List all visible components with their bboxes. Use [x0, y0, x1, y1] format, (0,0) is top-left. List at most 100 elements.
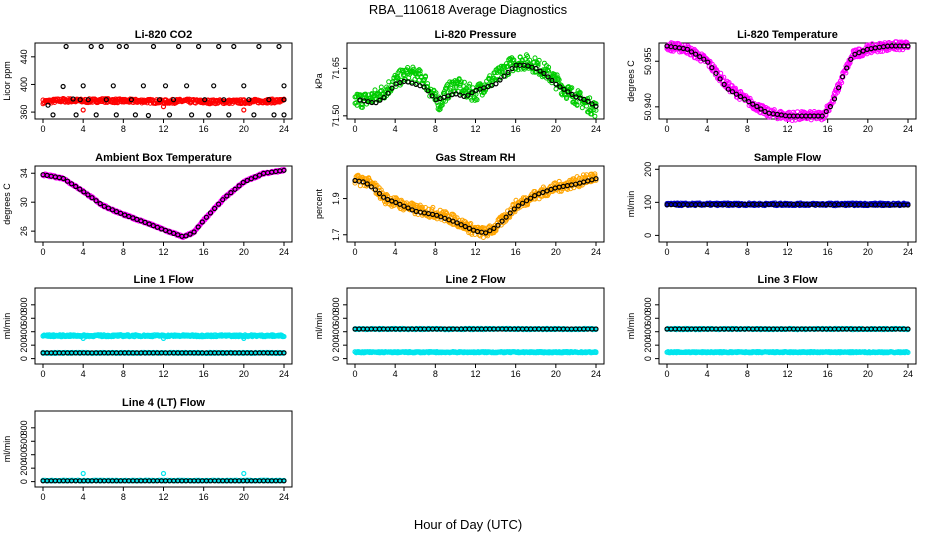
data-point: [593, 176, 599, 182]
data-point: [183, 233, 189, 239]
data-point: [248, 176, 254, 182]
data-point: [232, 186, 238, 192]
y-tick-label: 0: [643, 233, 653, 238]
data-point: [558, 91, 564, 97]
x-tick-label: 24: [279, 369, 289, 379]
x-tick-label: 16: [511, 124, 521, 134]
data-point: [85, 192, 91, 198]
data-point: [216, 201, 222, 207]
data-point: [150, 223, 156, 229]
data-point: [860, 48, 866, 54]
plot-frame: [346, 42, 605, 120]
data-point: [241, 107, 247, 113]
x-tick-label: 4: [393, 124, 398, 134]
data-point: [584, 103, 589, 109]
data-point: [145, 112, 151, 119]
data-point: [231, 43, 237, 50]
data-point: [281, 167, 287, 173]
data-point: [150, 43, 157, 50]
y-tick-label: 100: [643, 195, 653, 210]
y-tick-label: 440: [19, 49, 29, 64]
data-point: [466, 225, 472, 231]
series-individual: [664, 39, 911, 123]
x-tick-label: 16: [511, 247, 521, 257]
data-point: [458, 222, 464, 228]
data-point: [411, 66, 417, 72]
data-point: [515, 203, 522, 209]
data-point: [579, 105, 585, 111]
x-tick-label: 20: [239, 124, 249, 134]
data-point: [377, 97, 383, 103]
y-tick-label: 71.65: [331, 57, 341, 80]
data-point: [256, 43, 262, 50]
data-point: [187, 231, 193, 237]
data-point: [701, 56, 707, 62]
data-point: [160, 335, 167, 341]
x-tick-label: 12: [158, 247, 168, 257]
x-tick-label: 4: [393, 247, 398, 257]
data-point: [60, 83, 66, 90]
x-tick-label: 0: [664, 247, 669, 257]
data-point: [252, 174, 258, 180]
data-point: [425, 88, 431, 94]
x-tick-label: 20: [239, 369, 249, 379]
y-tick-label: 400: [19, 77, 29, 92]
data-point: [564, 96, 569, 101]
data-point: [271, 112, 277, 118]
data-point: [844, 65, 850, 71]
data-point: [162, 83, 169, 89]
data-point: [746, 98, 752, 105]
series-average: [664, 43, 911, 119]
panel-title: Li-820 Pressure: [435, 29, 517, 41]
x-tick-label: 8: [745, 247, 750, 257]
data-point: [454, 220, 460, 226]
data-point: [256, 172, 263, 178]
data-point: [146, 98, 152, 103]
data-point: [81, 189, 87, 195]
x-tick-label: 20: [551, 247, 561, 257]
x-tick-label: 4: [705, 124, 710, 134]
y-tick-label: 34: [19, 168, 29, 178]
data-point: [519, 57, 525, 63]
data-point: [389, 85, 395, 91]
data-point: [741, 96, 748, 102]
data-point: [123, 43, 129, 50]
y-tick-label: 400: [19, 324, 29, 339]
data-point: [212, 205, 218, 212]
data-point: [530, 69, 536, 75]
x-tick-label: 0: [40, 247, 45, 257]
data-point: [553, 86, 559, 92]
data-point: [709, 65, 715, 71]
data-point: [856, 50, 862, 56]
data-point: [191, 229, 197, 235]
data-point: [385, 90, 391, 96]
data-point: [533, 65, 539, 72]
x-tick-label: 0: [664, 124, 669, 134]
series-average: [664, 201, 911, 208]
data-point: [207, 210, 214, 216]
x-tick-label: 12: [470, 369, 480, 379]
x-tick-label: 4: [705, 247, 710, 257]
data-point: [160, 103, 167, 110]
data-point: [224, 193, 230, 199]
data-point: [556, 178, 562, 184]
data-point: [132, 112, 138, 118]
y-axis-label: ml/min: [626, 191, 636, 218]
data-point: [717, 76, 723, 82]
data-point: [226, 112, 232, 118]
x-tick-label: 24: [903, 124, 913, 134]
data-point: [353, 100, 359, 106]
data-point: [433, 90, 439, 96]
x-tick-label: 12: [158, 369, 168, 379]
data-point: [221, 97, 227, 103]
x-tick-label: 8: [121, 369, 126, 379]
x-tick-label: 4: [81, 369, 86, 379]
y-tick-label: 71.50: [331, 105, 341, 128]
data-point: [281, 350, 287, 356]
data-point: [101, 203, 107, 209]
y-tick-label: 50.940: [643, 93, 653, 121]
series-average: [357, 62, 599, 109]
data-point: [725, 86, 731, 92]
data-point: [98, 43, 104, 50]
data-point: [417, 68, 423, 74]
